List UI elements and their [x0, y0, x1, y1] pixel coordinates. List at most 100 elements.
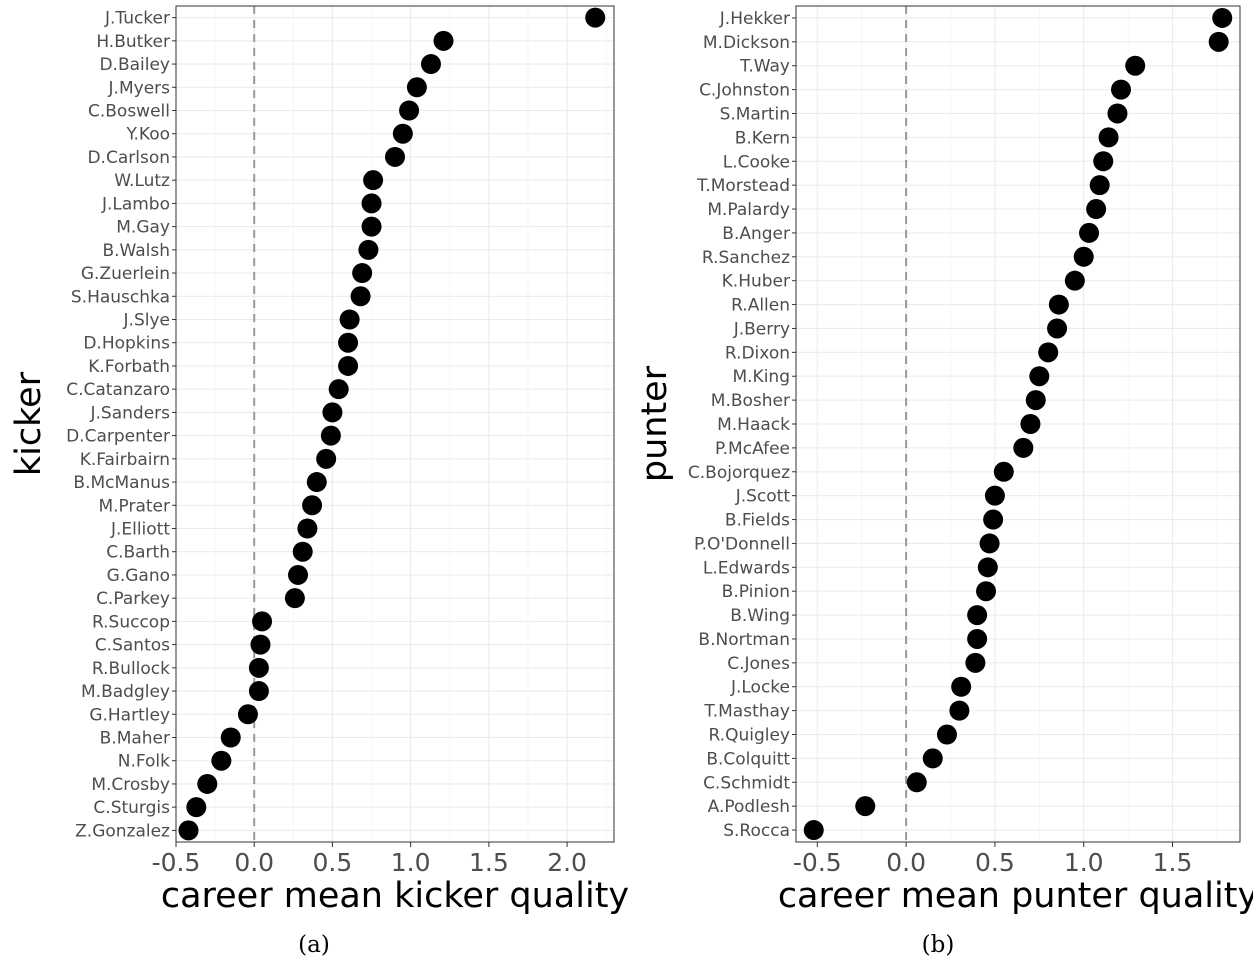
punter-point	[951, 676, 972, 697]
kicker-x-tick-label: 0.5	[313, 848, 353, 877]
punter-name-label: C.Schmidt	[703, 773, 790, 793]
punter-point	[936, 724, 957, 745]
punter-point	[906, 772, 927, 793]
kicker-grid	[175, 6, 614, 842]
kicker-name-label: C.Barth	[106, 543, 170, 563]
kicker-point	[248, 681, 269, 702]
kicker-point	[399, 100, 420, 121]
kicker-name-label: D.Carlson	[87, 148, 170, 168]
punter-name-label: S.Martin	[720, 104, 790, 124]
kicker-name-label: M.Prater	[98, 496, 170, 516]
punter-point	[1079, 222, 1100, 243]
kicker-point	[358, 239, 379, 260]
kicker-point	[361, 193, 382, 214]
punter-point	[1111, 79, 1132, 100]
punter-x-tick-label: -0.5	[793, 848, 842, 877]
kicker-name-label: W.Lutz	[114, 171, 170, 191]
punter-name-label: J.Scott	[735, 487, 791, 507]
kicker-panel: J.Tucker H.Butker D.Bailey J.Myers C.Boswell…	[9, 5, 629, 958]
punter-point	[965, 652, 986, 673]
punter-name-label: J.Hekker	[719, 9, 790, 29]
kicker-name-label: R.Succop	[92, 612, 170, 632]
punter-point	[1013, 437, 1034, 458]
kicker-point	[338, 355, 359, 376]
kicker-x-tick-label: 1.0	[391, 848, 431, 877]
punter-point	[1025, 390, 1046, 411]
punter-point	[967, 605, 988, 626]
kicker-name-label: H.Butker	[96, 32, 170, 52]
kicker-name-label: M.Gay	[116, 218, 170, 238]
punter-point	[1048, 294, 1069, 315]
kicker-name-label: S.Hauschka	[71, 287, 170, 307]
punter-y-axis-title: punter	[635, 365, 675, 482]
punter-name-label: R.Allen	[731, 296, 790, 316]
punter-point	[1093, 151, 1114, 172]
punter-point	[803, 820, 824, 841]
kicker-point	[328, 379, 349, 400]
punter-name-label: T.Morstead	[696, 176, 790, 196]
kicker-point	[250, 634, 271, 655]
kicker-name-label: D.Hopkins	[83, 334, 170, 354]
punter-name-label: S.Rocca	[723, 821, 790, 841]
kicker-name-label: C.Boswell	[88, 102, 170, 122]
punter-point	[976, 581, 997, 602]
punter-point	[1038, 342, 1059, 363]
kicker-name-label: B.McManus	[73, 473, 170, 493]
punter-panel: J.Hekker M.Dickson T.Way C.Johnston S.Martin…	[635, 5, 1253, 958]
kicker-point	[302, 495, 323, 516]
kicker-name-label: M.Badgley	[81, 682, 170, 702]
punter-name-label: R.Quigley	[708, 726, 790, 746]
punter-x-tick-label: 0.5	[975, 848, 1015, 877]
punter-name-label: B.Kern	[735, 128, 790, 148]
kicker-name-label: C.Santos	[95, 636, 170, 656]
kicker-name-label: N.Folk	[118, 752, 170, 772]
punter-point	[1086, 199, 1107, 220]
kicker-name-label: B.Walsh	[102, 241, 170, 261]
kicker-name-label: G.Hartley	[89, 705, 170, 725]
punter-point	[922, 748, 943, 769]
punter-name-label: P.O'Donnell	[694, 534, 790, 554]
kicker-x-tick-label: -0.5	[152, 848, 201, 877]
punter-name-label: M.Palardy	[707, 200, 790, 220]
kicker-point	[322, 402, 343, 423]
punter-panel-caption: (b)	[922, 932, 955, 958]
punter-x-tick-label: 1.0	[1064, 848, 1104, 877]
kicker-name-label: G.Gano	[107, 566, 170, 586]
punter-point	[993, 461, 1014, 482]
kicker-point	[350, 286, 371, 307]
kicker-name-label: M.Crosby	[91, 775, 170, 795]
punter-point	[1089, 175, 1110, 196]
kicker-name-label: B.Maher	[100, 729, 170, 749]
punter-point	[967, 628, 988, 649]
kicker-x-axis-title: career mean kicker quality	[161, 876, 629, 916]
punter-name-label: M.King	[732, 367, 790, 387]
punter-point	[1208, 31, 1229, 52]
kicker-name-label: K.Fairbairn	[80, 450, 170, 470]
kicker-name-label: K.Forbath	[88, 357, 170, 377]
punter-name-label: C.Johnston	[699, 81, 790, 101]
punter-point	[855, 796, 876, 817]
punter-name-label: J.Berry	[733, 319, 790, 339]
punter-name-label: T.Way	[739, 57, 790, 77]
punter-name-label: M.Dickson	[703, 33, 790, 53]
punter-point	[1098, 127, 1119, 148]
kicker-point	[197, 773, 218, 794]
kicker-name-label: C.Parkey	[96, 589, 170, 609]
kicker-name-label: D.Bailey	[99, 55, 170, 75]
kicker-point	[361, 216, 382, 237]
kicker-panel-border	[175, 5, 615, 843]
punter-name-label: B.Wing	[730, 606, 790, 626]
punter-name-label: B.Pinion	[722, 582, 790, 602]
kicker-point	[392, 123, 413, 144]
punter-name-label: M.Bosher	[711, 391, 790, 411]
kicker-point	[385, 146, 405, 167]
kicker-point	[297, 518, 318, 539]
punter-name-label: R.Sanchez	[702, 248, 790, 268]
kicker-name-label: J.Tucker	[104, 9, 170, 29]
kicker-name-label: J.Myers	[108, 78, 171, 98]
kicker-point	[338, 332, 359, 353]
kicker-plot-area	[176, 6, 614, 842]
kicker-panel-caption: (a)	[298, 932, 330, 958]
kicker-point	[585, 7, 606, 28]
